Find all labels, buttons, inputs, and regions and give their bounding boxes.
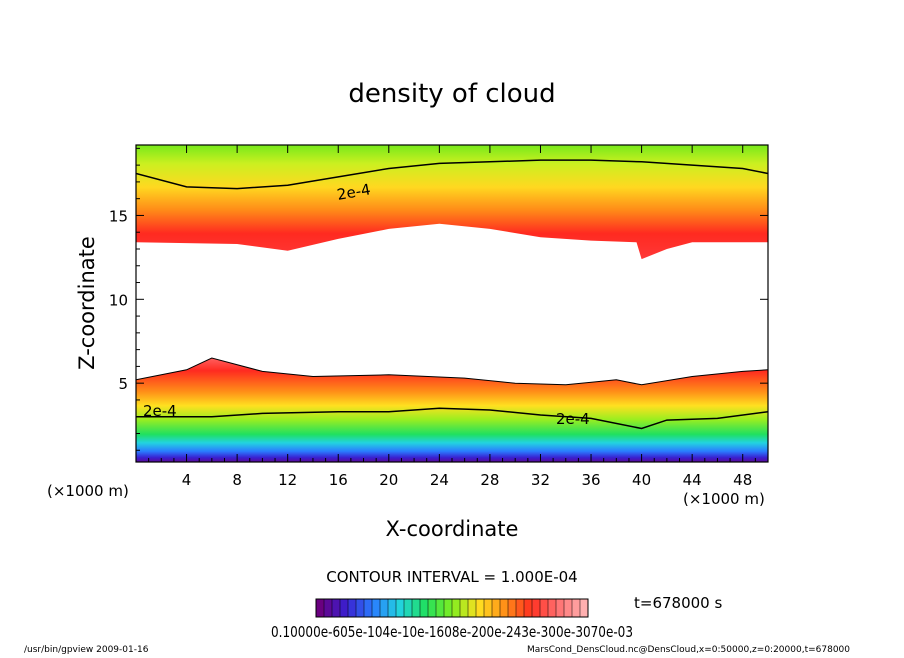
footer-left: /usr/bin/gpview 2009-01-16 (24, 645, 149, 654)
colorbar-swatch (540, 599, 549, 617)
x-tick-label: 20 (379, 471, 398, 489)
colorbar-swatch (380, 599, 389, 617)
x-tick-label: 24 (430, 471, 449, 489)
contour-line-upper (136, 159, 768, 190)
x-tick-label: 32 (531, 471, 550, 489)
lower-cloud-layer (136, 358, 768, 462)
colorbar-labels: 0.10000e-605e-104e-10e-1608e-200e-243e-3… (271, 623, 633, 641)
colorbar-swatch (396, 599, 405, 617)
y-tick-label: 5 (118, 375, 128, 393)
colorbar-swatch (484, 599, 493, 617)
colorbar-swatch (508, 599, 517, 617)
colorbar-swatch (436, 599, 445, 617)
y-axis-label: Z-coordinate (75, 236, 99, 370)
x-tick-label: 12 (278, 471, 297, 489)
x-axis: 4 8 12 16 20 24 28 32 36 40 44 48 (148, 145, 756, 489)
contour-line-lower-edge (136, 357, 768, 386)
colorbar (315, 599, 589, 617)
x-tick-label: 4 (182, 471, 192, 489)
colorbar-swatch (356, 599, 365, 617)
colorbar-frame (315, 598, 589, 618)
colorbar-swatch (476, 599, 485, 617)
footer-right: MarsCond_DensCloud.nc@DensCloud,x=0:5000… (527, 645, 850, 654)
colorbar-swatch (332, 599, 341, 617)
contour-label-upper: 2e-4 (336, 180, 372, 204)
x-tick-label: 40 (632, 471, 651, 489)
contour-interval-text: CONTOUR INTERVAL = 1.000E-04 (326, 568, 577, 586)
y-tick-label: 10 (109, 291, 128, 309)
colorbar-swatch (324, 599, 333, 617)
colorbar-swatch (340, 599, 349, 617)
x-tick-label: 36 (581, 471, 600, 489)
colorbar-swatch (316, 599, 325, 617)
colorbar-swatch (532, 599, 541, 617)
colorbar-swatch (556, 599, 565, 617)
colorbar-swatch (420, 599, 429, 617)
colorbar-swatch (348, 599, 357, 617)
colorbar-swatch (364, 599, 373, 617)
colorbar-swatch (404, 599, 413, 617)
colorbar-swatch (524, 599, 533, 617)
colorbar-swatch (548, 599, 557, 617)
x-tick-label: 48 (733, 471, 752, 489)
colorbar-swatch (492, 599, 501, 617)
colorbar-swatch (444, 599, 453, 617)
colorbar-swatch (564, 599, 573, 617)
x-tick-label: 16 (329, 471, 348, 489)
colorbar-swatch (516, 599, 525, 617)
colorbar-swatch (572, 599, 581, 617)
colorbar-swatch (388, 599, 397, 617)
y-tick-label: 15 (109, 207, 128, 225)
y-axis: 5 10 15 (109, 147, 768, 451)
colorbar-swatch (372, 599, 381, 617)
x-tick-label: 8 (232, 471, 242, 489)
colorbar-swatch (428, 599, 437, 617)
time-label: t=678000 s (634, 594, 722, 612)
colorbar-swatch (580, 599, 589, 617)
x-unit-label: (×1000 m) (47, 482, 129, 500)
colorbar-swatch (500, 599, 509, 617)
x-axis-label: X-coordinate (386, 517, 519, 541)
colorbar-swatch (452, 599, 461, 617)
x-tick-label: 44 (683, 471, 702, 489)
colorbar-swatch (412, 599, 421, 617)
x-tick-label: 28 (480, 471, 499, 489)
y-unit-label: (×1000 m) (683, 490, 765, 508)
colorbar-swatch (468, 599, 477, 617)
plot-area (136, 145, 768, 462)
colorbar-swatch (460, 599, 469, 617)
upper-cloud-layer (136, 145, 768, 260)
contour-line-lower (136, 407, 768, 430)
contour-label-lower-right: 2e-4 (556, 410, 590, 428)
contour-label-lower-left: 2e-4 (143, 402, 177, 420)
chart-title: density of cloud (348, 79, 555, 109)
